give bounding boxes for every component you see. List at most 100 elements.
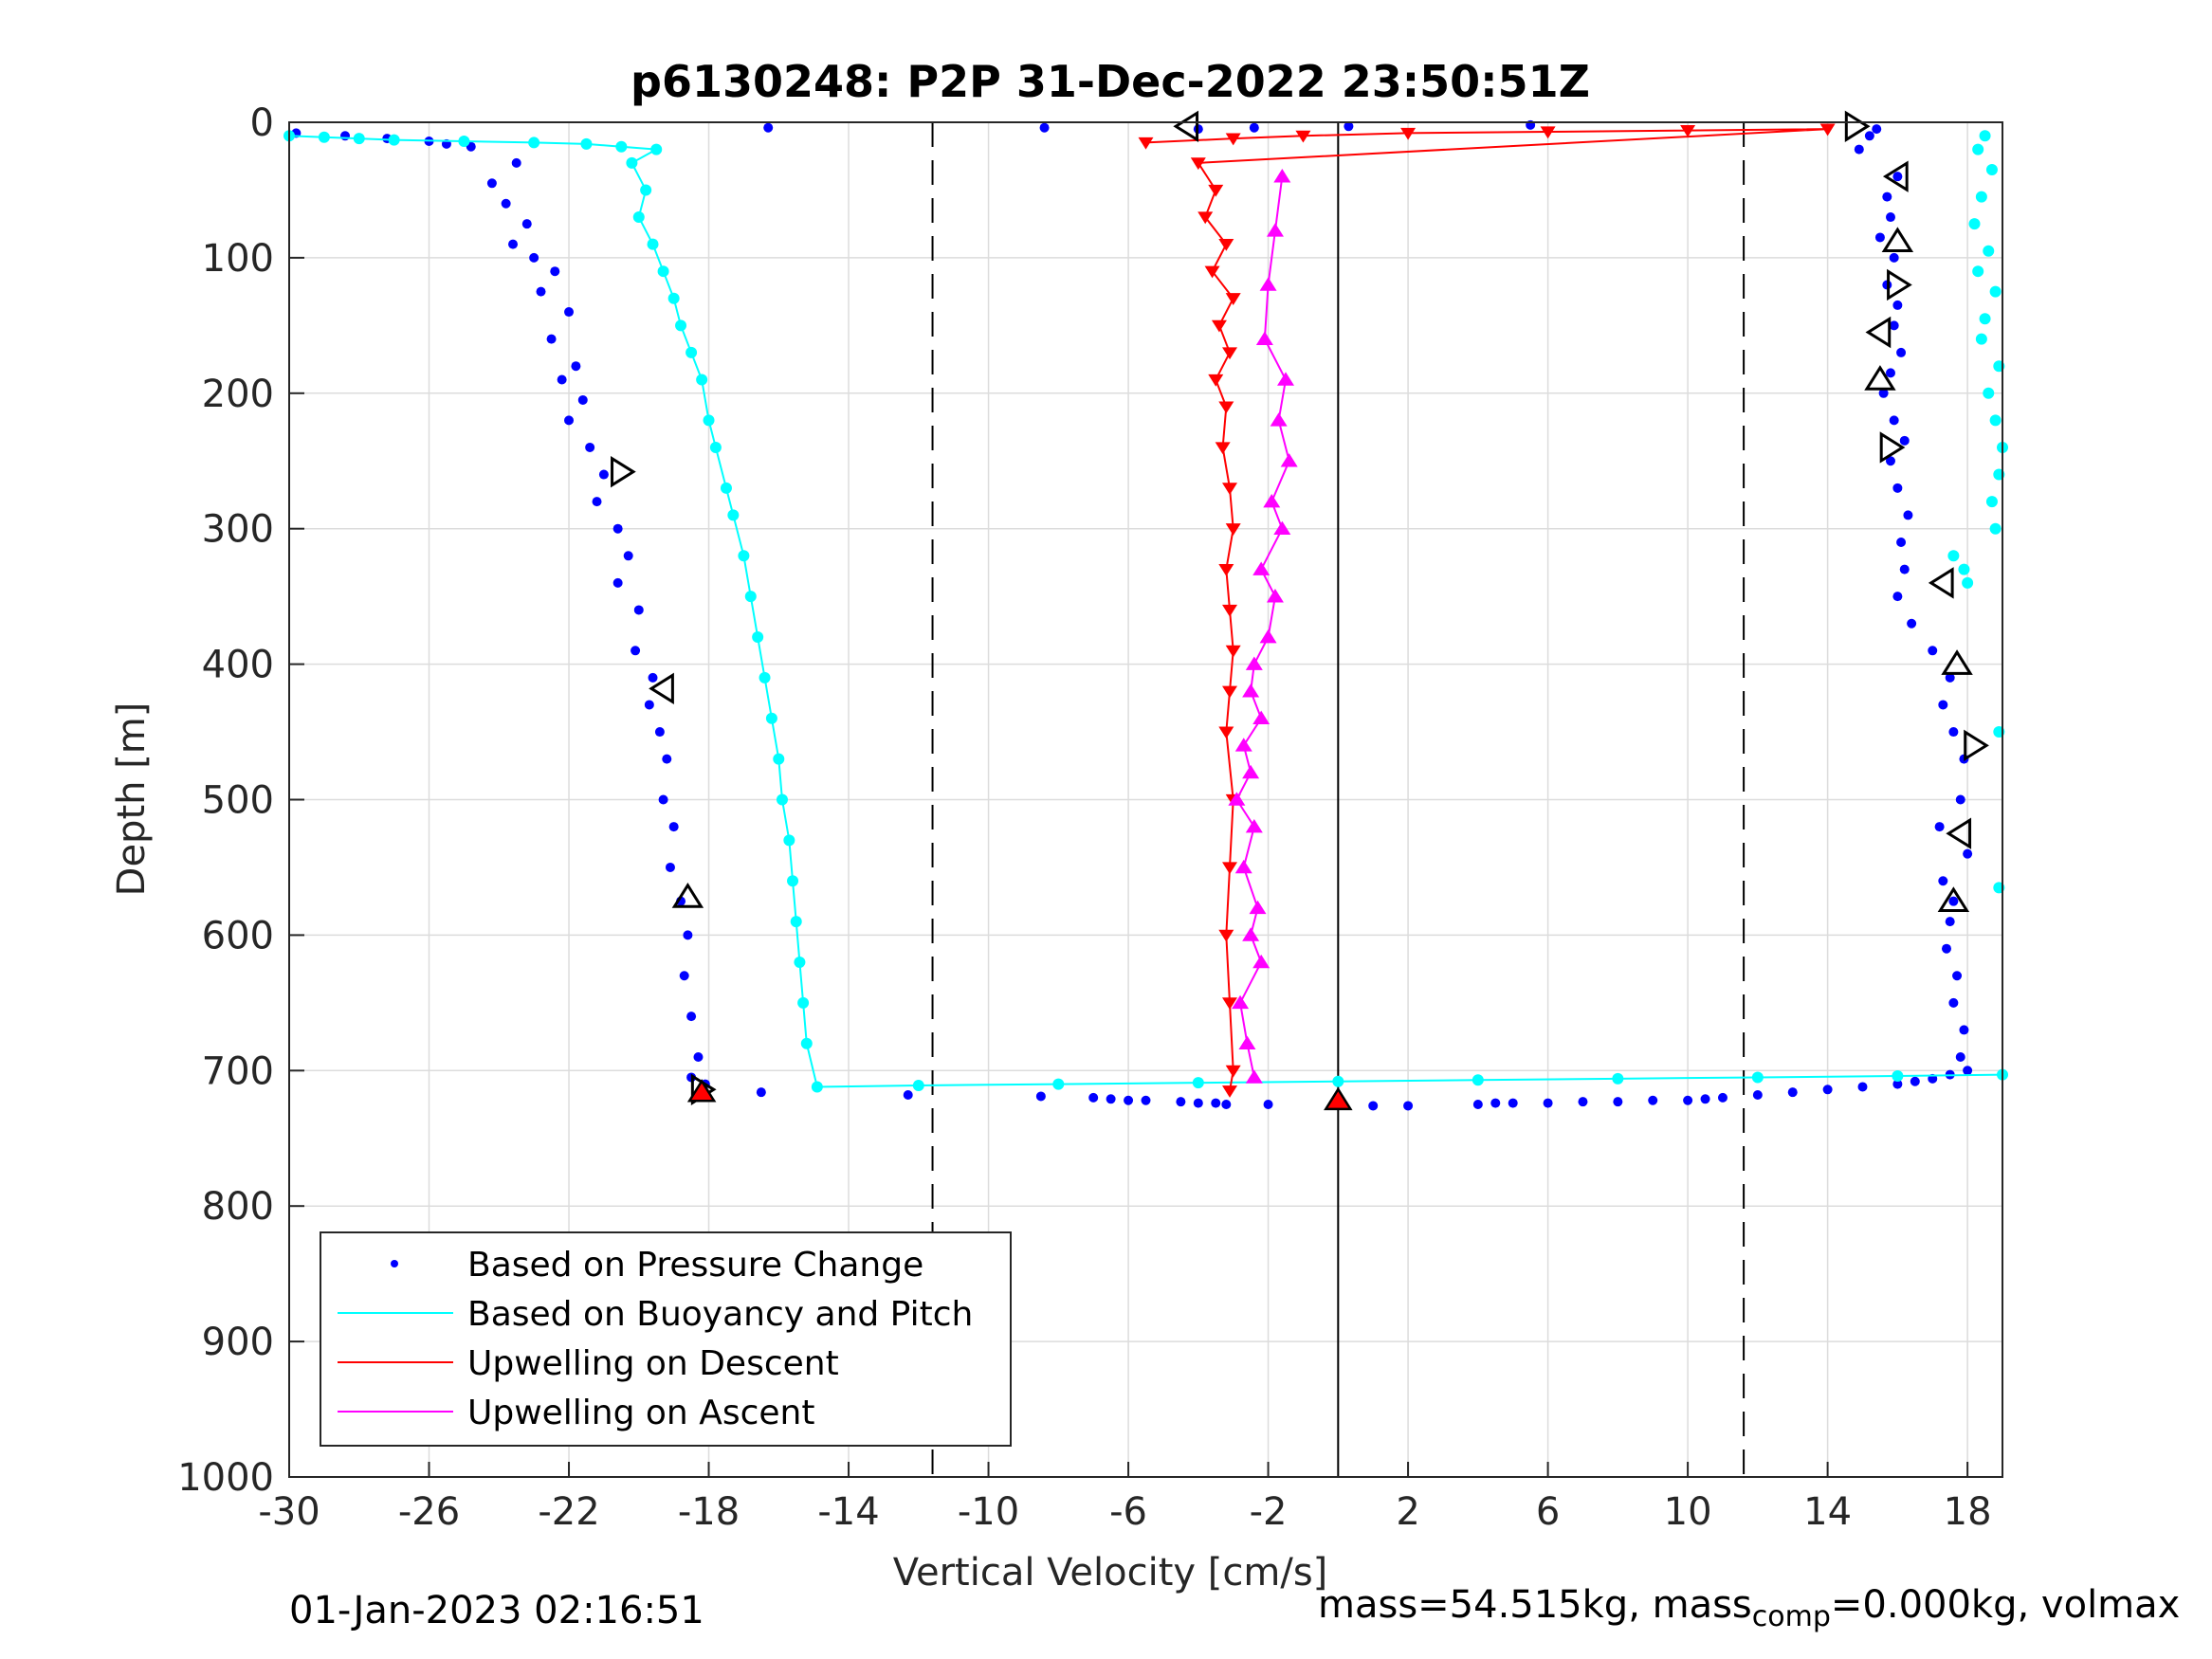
footer-mass-text: mass=54.515kg, mass: [1318, 1583, 1752, 1627]
data-point: [1963, 1066, 1973, 1076]
data-point: [1752, 1090, 1763, 1101]
x-tick-label: 6: [1536, 1490, 1560, 1534]
data-point: [1928, 646, 1938, 656]
data-point: [1472, 1074, 1484, 1086]
data-point: [1985, 496, 1998, 508]
data-point: [1259, 629, 1277, 644]
data-point: [1979, 313, 1991, 325]
footer-mass: mass=54.515kg, masscomp=0.000kg, volmax: [1318, 1583, 2180, 1633]
data-point: [1208, 184, 1224, 197]
data-point: [1225, 645, 1241, 658]
data-point: [720, 482, 732, 494]
x-tick-label: 18: [1944, 1490, 1992, 1534]
data-point: [1903, 510, 1913, 520]
legend-entry: Based on Pressure Change: [467, 1246, 923, 1285]
data-point: [1273, 169, 1291, 183]
data-point: [1234, 859, 1252, 874]
data-point: [388, 134, 400, 146]
data-point: [644, 700, 654, 710]
y-tick-labels: 0 100 200 300 400 500 600 700 800 900 1000: [177, 101, 304, 1500]
data-point: [1972, 143, 1984, 155]
data-point: [511, 157, 521, 168]
series-4: [1947, 130, 2008, 894]
data-point: [580, 137, 593, 150]
data-point: [1975, 191, 1987, 203]
data-point: [1106, 1094, 1116, 1104]
data-point: [1952, 971, 1963, 981]
data-point: [1892, 592, 1903, 602]
data-point: [1959, 1025, 1969, 1035]
data-point: [1270, 412, 1288, 427]
data-point: [1928, 567, 1954, 599]
data-point: [1218, 563, 1234, 576]
data-point: [1242, 927, 1260, 941]
data-point: [1892, 172, 1903, 182]
data-point: [1218, 726, 1234, 739]
data-point: [1225, 133, 1241, 146]
data-point: [340, 131, 351, 141]
series-line: [1235, 176, 1290, 1078]
data-point: [592, 497, 602, 507]
data-point: [1273, 520, 1291, 535]
data-point: [1324, 1086, 1353, 1111]
data-point: [1222, 604, 1238, 617]
data-point: [1197, 211, 1214, 225]
data-point: [1947, 550, 1960, 562]
data-point: [1222, 347, 1238, 360]
footer-mass-sub: comp: [1751, 1600, 1831, 1633]
data-point: [353, 133, 365, 145]
data-point: [1252, 954, 1271, 969]
data-point: [1218, 239, 1234, 251]
data-point: [665, 862, 675, 872]
data-point: [1979, 130, 1991, 142]
data-point: [1985, 164, 1998, 176]
data-point: [577, 394, 588, 405]
data-point: [1896, 347, 1907, 357]
data-point: [658, 794, 668, 805]
data-point: [696, 374, 708, 386]
series-line: [288, 135, 2003, 1088]
data-point: [1937, 886, 1970, 912]
data-point: [657, 265, 669, 278]
data-point: [550, 266, 560, 277]
x-tick-label: -18: [678, 1490, 740, 1534]
data-point: [1222, 685, 1238, 699]
data-point: [1822, 1085, 1833, 1095]
data-point: [1052, 1078, 1065, 1090]
data-point: [557, 374, 567, 385]
data-point: [1958, 563, 1970, 575]
data-point: [1889, 252, 1899, 263]
data-point: [1263, 494, 1281, 508]
y-tick-label: 300: [202, 508, 274, 552]
data-point: [683, 930, 693, 940]
data-point: [686, 1079, 717, 1103]
data-point: [773, 753, 785, 765]
data-point: [1787, 1087, 1798, 1098]
x-tick-label: -6: [1109, 1490, 1147, 1534]
data-point: [1222, 997, 1238, 1011]
data-point: [1892, 300, 1903, 310]
data-point: [1874, 232, 1885, 243]
data-point: [667, 292, 680, 304]
data-point: [1963, 848, 1973, 859]
data-point: [1222, 862, 1238, 875]
data-point: [1252, 561, 1271, 575]
data-point: [1259, 277, 1277, 291]
data-point: [1751, 1071, 1764, 1084]
data-point: [1962, 576, 1974, 589]
legend-entry: Based on Buoyancy and Pitch: [467, 1295, 973, 1334]
y-tick-label: 0: [250, 101, 274, 145]
data-point: [686, 346, 698, 358]
data-point: [1948, 896, 1959, 906]
data-point: [1983, 387, 1995, 399]
data-point: [633, 605, 644, 615]
data-point: [1648, 1095, 1658, 1105]
x-tick-label: -26: [398, 1490, 460, 1534]
data-point: [1934, 822, 1945, 832]
data-point: [1255, 331, 1273, 345]
data-point: [1249, 900, 1267, 915]
data-point: [1907, 618, 1917, 629]
data-point: [1941, 943, 1951, 954]
data-point: [1844, 110, 1871, 142]
data-point: [1879, 431, 1906, 464]
